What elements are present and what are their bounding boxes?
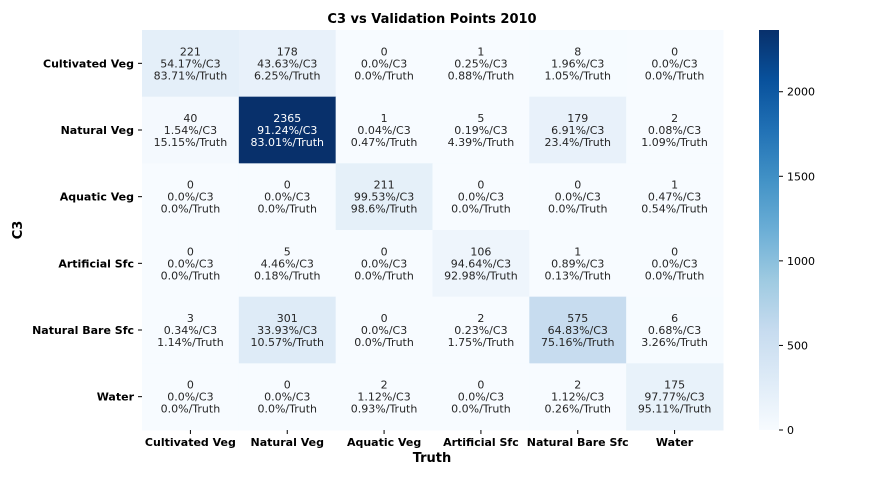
cell-label: 2 0.08%/C3 1.09%/Truth xyxy=(641,112,708,149)
colorbar-tick-label: 1500 xyxy=(787,170,815,183)
heatmap-cell xyxy=(238,96,337,164)
cell-label: 2 0.23%/C3 1.75%/Truth xyxy=(448,312,515,349)
x-tick-label: Aquatic Veg xyxy=(347,436,421,449)
colorbar-gradient xyxy=(759,30,779,430)
cell-label: 221 54.17%/C3 83.71%/Truth xyxy=(154,45,228,82)
heatmap-cell xyxy=(238,363,337,431)
cell-label: 8 1.96%/C3 1.05%/Truth xyxy=(544,45,611,82)
cell-label: 211 99.53%/C3 98.6%/Truth xyxy=(351,179,418,216)
cell-label: 0 0.0%/C3 0.0%/Truth xyxy=(548,179,608,216)
cell-label: 0 0.0%/C3 0.0%/Truth xyxy=(354,45,414,82)
heatmap-cell xyxy=(432,363,530,431)
cell-label: 0 0.0%/C3 0.0%/Truth xyxy=(645,245,705,282)
cell-label: 0 0.0%/C3 0.0%/Truth xyxy=(161,179,221,216)
heatmap-cells: 221 54.17%/C3 83.71%/Truth 178 43.63%/C3 6.25… xyxy=(142,30,724,431)
cell-label: 0 0.0%/C3 0.0%/Truth xyxy=(354,312,414,349)
y-tick-label: Artificial Sfc xyxy=(58,257,134,270)
cell-label: 1 0.25%/C3 0.88%/Truth xyxy=(448,45,515,82)
heatmap-cell xyxy=(142,363,240,431)
cell-label: 2 1.12%/C3 0.93%/Truth xyxy=(351,379,418,416)
heatmap-cell xyxy=(335,30,433,98)
cell-label: 0 0.0%/C3 0.0%/Truth xyxy=(161,379,221,416)
x-tick-label: Artificial Sfc xyxy=(443,436,519,449)
cell-label: 179 6.91%/C3 23.4%/Truth xyxy=(544,112,611,149)
heatmap-cell xyxy=(142,30,240,98)
cell-label: 0 0.0%/C3 0.0%/Truth xyxy=(354,245,414,282)
cell-label: 2 1.12%/C3 0.26%/Truth xyxy=(544,379,611,416)
colorbar-tick-label: 2000 xyxy=(787,86,815,99)
cell-label: 3 0.34%/C3 1.14%/Truth xyxy=(157,312,224,349)
heatmap-cell xyxy=(238,30,337,98)
x-axis-label: Truth xyxy=(413,451,452,466)
heatmap-cell xyxy=(335,163,433,231)
chart-title: C3 vs Validation Points 2010 xyxy=(327,12,536,27)
heatmap-cell xyxy=(626,96,724,164)
heatmap-cell xyxy=(529,30,627,98)
heatmap-cell xyxy=(529,296,627,364)
heatmap-cell xyxy=(142,163,240,231)
cell-label: 0 0.0%/C3 0.0%/Truth xyxy=(451,179,511,216)
heatmap-cell xyxy=(142,296,240,364)
y-tick-label: Natural Bare Sfc xyxy=(32,324,134,337)
heatmap-cell xyxy=(238,163,337,231)
heatmap-cell xyxy=(626,296,724,364)
y-axis-label: C3 xyxy=(11,221,26,240)
heatmap-cell xyxy=(335,296,433,364)
x-tick-label: Natural Veg xyxy=(251,436,324,449)
cell-label: 1 0.47%/C3 0.54%/Truth xyxy=(641,179,708,216)
x-axis-ticks: Cultivated Veg Natural Veg Aquatic Veg Arti… xyxy=(145,430,694,449)
cell-label: 0 0.0%/C3 0.0%/Truth xyxy=(257,379,317,416)
cell-label: 1 0.89%/C3 0.13%/Truth xyxy=(544,245,611,282)
y-tick-label: Cultivated Veg xyxy=(43,57,134,70)
heatmap-cell xyxy=(238,230,337,298)
cell-label: 5 4.46%/C3 0.18%/Truth xyxy=(254,245,321,282)
heatmap-cell xyxy=(432,163,530,231)
cell-label: 575 64.83%/C3 75.16%/Truth xyxy=(541,312,615,349)
heatmap-cell xyxy=(432,96,530,164)
heatmap-cell xyxy=(335,96,433,164)
y-tick-label: Aquatic Veg xyxy=(60,191,134,204)
heatmap-cell xyxy=(626,30,724,98)
cell-label: 106 94.64%/C3 92.98%/Truth xyxy=(444,245,518,282)
heatmap-cell xyxy=(142,230,240,298)
cell-label: 0 0.0%/C3 0.0%/Truth xyxy=(645,45,705,82)
colorbar-tick-label: 500 xyxy=(787,339,808,352)
cell-label: 6 0.68%/C3 3.26%/Truth xyxy=(641,312,708,349)
cell-label: 178 43.63%/C3 6.25%/Truth xyxy=(254,45,321,82)
heatmap-cell xyxy=(432,30,530,98)
cell-label: 0 0.0%/C3 0.0%/Truth xyxy=(161,245,221,282)
x-tick-label: Cultivated Veg xyxy=(145,436,236,449)
heatmap-cell xyxy=(626,230,724,298)
heatmap-cell xyxy=(529,163,627,231)
heatmap-cell xyxy=(335,363,433,431)
colorbar-tick-label: 1000 xyxy=(787,255,815,268)
cell-label: 40 1.54%/C3 15.15%/Truth xyxy=(154,112,228,149)
cell-label: 5 0.19%/C3 4.39%/Truth xyxy=(448,112,515,149)
heatmap-cell xyxy=(529,363,627,431)
cell-label: 301 33.93%/C3 10.57%/Truth xyxy=(250,312,324,349)
colorbar-tick-label: 0 xyxy=(787,424,794,437)
heatmap-cell xyxy=(238,296,337,364)
cell-label: 2365 91.24%/C3 83.01%/Truth xyxy=(250,112,324,149)
heatmap-cell xyxy=(432,296,530,364)
colorbar: 0 500 1000 1500 2000 xyxy=(759,30,815,437)
heatmap-cell xyxy=(142,96,240,164)
heatmap-cell xyxy=(335,230,433,298)
heatmap-cell xyxy=(432,230,530,298)
cell-label: 175 97.77%/C3 95.11%/Truth xyxy=(638,379,712,416)
y-tick-label: Water xyxy=(97,391,135,404)
x-tick-label: Water xyxy=(656,436,694,449)
y-axis-ticks: Cultivated Veg Natural Veg Aquatic Veg Arti… xyxy=(32,57,142,404)
cell-label: 1 0.04%/C3 0.47%/Truth xyxy=(351,112,418,149)
cell-label: 0 0.0%/C3 0.0%/Truth xyxy=(451,379,511,416)
heatmap-cell xyxy=(626,163,724,231)
cell-label: 0 0.0%/C3 0.0%/Truth xyxy=(257,179,317,216)
heatmap-cell xyxy=(529,230,627,298)
x-tick-label: Natural Bare Sfc xyxy=(527,436,629,449)
y-tick-label: Natural Veg xyxy=(61,124,134,137)
heatmap-cell xyxy=(626,363,724,431)
heatmap-cell xyxy=(529,96,627,164)
colorbar-ticks: 0 500 1000 1500 2000 xyxy=(779,86,815,437)
